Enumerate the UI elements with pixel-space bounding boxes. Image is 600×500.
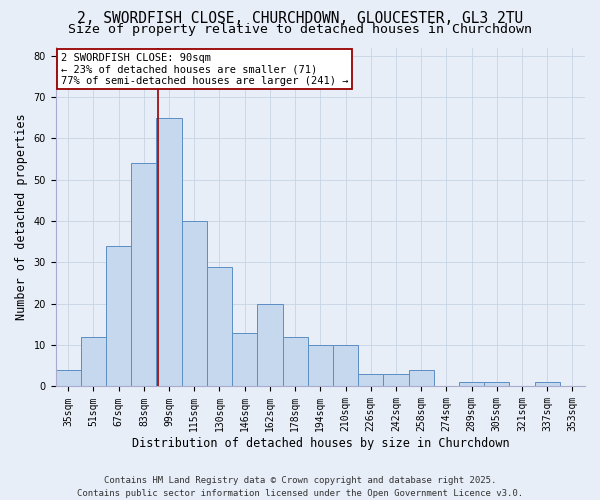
Bar [358, 374, 383, 386]
Bar [333, 345, 358, 387]
Bar [182, 221, 207, 386]
Bar [535, 382, 560, 386]
Bar [484, 382, 509, 386]
Text: Contains HM Land Registry data © Crown copyright and database right 2025.
Contai: Contains HM Land Registry data © Crown c… [77, 476, 523, 498]
Bar [383, 374, 409, 386]
Bar [56, 370, 81, 386]
Text: 2, SWORDFISH CLOSE, CHURCHDOWN, GLOUCESTER, GL3 2TU: 2, SWORDFISH CLOSE, CHURCHDOWN, GLOUCEST… [77, 11, 523, 26]
Bar [409, 370, 434, 386]
Text: Size of property relative to detached houses in Churchdown: Size of property relative to detached ho… [68, 22, 532, 36]
Bar [308, 345, 333, 387]
Bar [106, 246, 131, 386]
Bar [459, 382, 484, 386]
Bar [131, 163, 157, 386]
Y-axis label: Number of detached properties: Number of detached properties [15, 114, 28, 320]
Text: 2 SWORDFISH CLOSE: 90sqm
← 23% of detached houses are smaller (71)
77% of semi-d: 2 SWORDFISH CLOSE: 90sqm ← 23% of detach… [61, 52, 349, 86]
Bar [283, 337, 308, 386]
Bar [81, 337, 106, 386]
X-axis label: Distribution of detached houses by size in Churchdown: Distribution of detached houses by size … [131, 437, 509, 450]
Bar [207, 266, 232, 386]
Bar [157, 118, 182, 386]
Bar [257, 304, 283, 386]
Bar [232, 332, 257, 386]
